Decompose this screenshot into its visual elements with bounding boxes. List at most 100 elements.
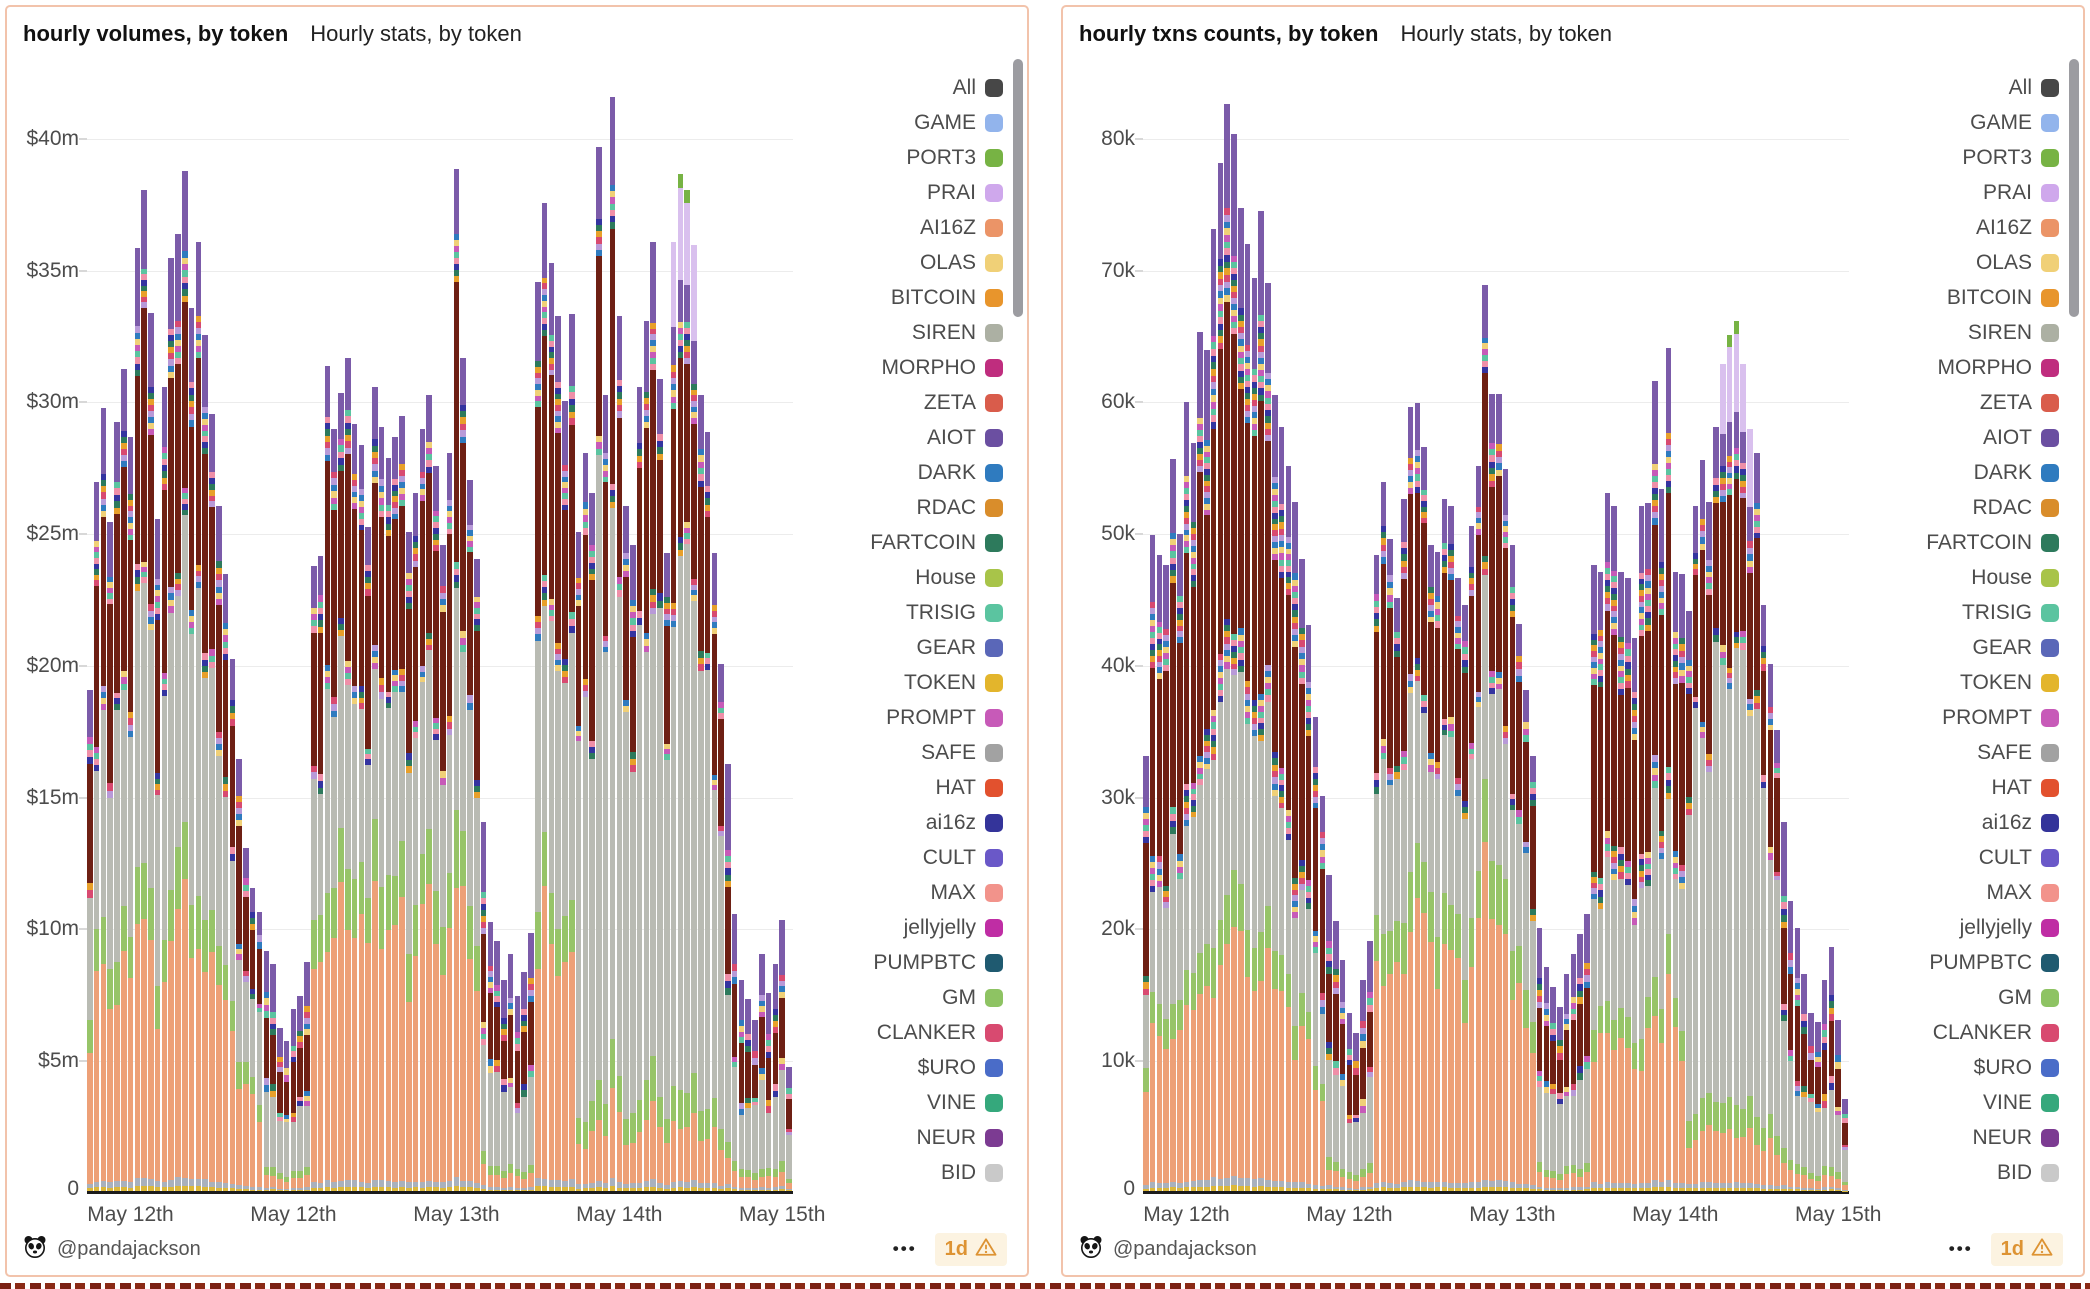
legend-swatch — [985, 498, 1003, 517]
legend-item-bid[interactable]: BID — [1926, 1155, 2059, 1190]
legend-item-ai16z[interactable]: ai16z — [870, 805, 1003, 840]
legend-item-hat[interactable]: HAT — [870, 770, 1003, 805]
legend-item-safe[interactable]: SAFE — [870, 735, 1003, 770]
legend-item-morpho[interactable]: MORPHO — [870, 350, 1003, 385]
legend-item-aiot[interactable]: AIOT — [1926, 420, 2059, 455]
bar — [1509, 545, 1516, 1191]
legend-item-token[interactable]: TOKEN — [1926, 665, 2059, 700]
legend-item-siren[interactable]: SIREN — [1926, 315, 2059, 350]
legend-item-prompt[interactable]: PROMPT — [1926, 700, 2059, 735]
legend-swatch — [985, 603, 1003, 622]
bar — [1753, 453, 1760, 1191]
legend-item-game[interactable]: GAME — [870, 105, 1003, 140]
legend-swatch — [985, 883, 1003, 902]
bar — [1224, 104, 1231, 1191]
legend-item-prai[interactable]: PRAI — [1926, 175, 2059, 210]
legend-item-ai16z[interactable]: AI16Z — [870, 210, 1003, 245]
legend-item-prai[interactable]: PRAI — [870, 175, 1003, 210]
legend-label: DARK — [1973, 460, 2032, 484]
legend-item-ai16z[interactable]: ai16z — [1926, 805, 2059, 840]
legend-item-neur[interactable]: NEUR — [870, 1120, 1003, 1155]
legend-item-vine[interactable]: VINE — [1926, 1085, 2059, 1120]
plot-area[interactable] — [1135, 7, 1849, 1194]
legend-item-gear[interactable]: GEAR — [870, 630, 1003, 665]
bar — [290, 1009, 297, 1191]
legend-item-siren[interactable]: SIREN — [870, 315, 1003, 350]
bar — [1428, 545, 1434, 1191]
legend-item-cult[interactable]: CULT — [1926, 840, 2059, 875]
legend-swatch — [985, 428, 1003, 447]
plot-area[interactable] — [79, 7, 793, 1194]
legend-item-jellyjelly[interactable]: jellyjelly — [870, 910, 1003, 945]
legend-item-hat[interactable]: HAT — [1926, 770, 2059, 805]
legend-item-trisig[interactable]: TRISIG — [870, 595, 1003, 630]
legend-item-port3[interactable]: PORT3 — [1926, 140, 2059, 175]
legend-item-max[interactable]: MAX — [1926, 875, 2059, 910]
interval-badge[interactable]: 1d — [1990, 1232, 2063, 1266]
legend-item-clanker[interactable]: CLANKER — [1926, 1015, 2059, 1050]
panel-menu-button[interactable]: ••• — [1948, 1239, 1973, 1258]
legend-item-dark[interactable]: DARK — [1926, 455, 2059, 490]
legend-item-clanker[interactable]: CLANKER — [870, 1015, 1003, 1050]
legend-label: SAFE — [921, 740, 976, 764]
legend-item-morpho[interactable]: MORPHO — [1926, 350, 2059, 385]
legend-item-max[interactable]: MAX — [870, 875, 1003, 910]
bar — [602, 395, 609, 1191]
legend-item-house[interactable]: House — [870, 560, 1003, 595]
legend-item-neur[interactable]: NEUR — [1926, 1120, 2059, 1155]
legend-item-game[interactable]: GAME — [1926, 105, 2059, 140]
legend-item-trisig[interactable]: TRISIG — [1926, 595, 2059, 630]
legend-item-bitcoin[interactable]: BITCOIN — [870, 280, 1003, 315]
legend-scrollbar[interactable] — [1013, 59, 1023, 317]
legend-item-all[interactable]: All — [870, 70, 1003, 105]
bar — [283, 1040, 290, 1191]
legend-label: TOKEN — [1960, 670, 2032, 694]
legend-item-rdac[interactable]: RDAC — [870, 490, 1003, 525]
legend-swatch — [2041, 848, 2059, 867]
legend-item-house[interactable]: House — [1926, 560, 2059, 595]
bar — [1156, 554, 1163, 1191]
legend-item-safe[interactable]: SAFE — [1926, 735, 2059, 770]
bar — [1285, 466, 1292, 1191]
legend-item-olas[interactable]: OLAS — [870, 245, 1003, 280]
legend-item-bid[interactable]: BID — [870, 1155, 1003, 1190]
legend-swatch — [985, 743, 1003, 762]
legend-item-pumpbtc[interactable]: PUMPBTC — [870, 945, 1003, 980]
panel-title[interactable]: hourly volumes, by token — [23, 21, 289, 46]
bar — [426, 395, 432, 1191]
bar — [704, 432, 711, 1191]
legend-item-zeta[interactable]: ZETA — [870, 385, 1003, 420]
legend-item-jellyjelly[interactable]: jellyjelly — [1926, 910, 2059, 945]
legend-item-port3[interactable]: PORT3 — [870, 140, 1003, 175]
panel-menu-button[interactable]: ••• — [892, 1239, 917, 1258]
legend-item-olas[interactable]: OLAS — [1926, 245, 2059, 280]
legend-item-rdac[interactable]: RDAC — [1926, 490, 2059, 525]
legend-item-token[interactable]: TOKEN — [870, 665, 1003, 700]
legend-item-aiot[interactable]: AIOT — [870, 420, 1003, 455]
legend-swatch — [985, 253, 1003, 272]
legend-item-uro[interactable]: $URO — [870, 1050, 1003, 1085]
legend-item-bitcoin[interactable]: BITCOIN — [1926, 280, 2059, 315]
legend-scrollbar[interactable] — [2069, 59, 2079, 317]
legend-label: PORT3 — [906, 145, 976, 169]
legend-item-dark[interactable]: DARK — [870, 455, 1003, 490]
legend-item-cult[interactable]: CULT — [870, 840, 1003, 875]
legend-label: MAX — [930, 880, 976, 904]
legend-item-zeta[interactable]: ZETA — [1926, 385, 2059, 420]
legend-item-fartcoin[interactable]: FARTCOIN — [1926, 525, 2059, 560]
y-tickmark — [1135, 1060, 1143, 1063]
legend-item-gm[interactable]: GM — [870, 980, 1003, 1015]
legend-item-fartcoin[interactable]: FARTCOIN — [870, 525, 1003, 560]
panel-footer: @pandajackson ••• 1d — [23, 1229, 1007, 1269]
legend-item-prompt[interactable]: PROMPT — [870, 700, 1003, 735]
legend-item-pumpbtc[interactable]: PUMPBTC — [1926, 945, 2059, 980]
legend-item-uro[interactable]: $URO — [1926, 1050, 2059, 1085]
panel-title[interactable]: hourly txns counts, by token — [1079, 21, 1379, 46]
legend-item-gear[interactable]: GEAR — [1926, 630, 2059, 665]
interval-badge[interactable]: 1d — [934, 1232, 1007, 1266]
legend-item-ai16z[interactable]: AI16Z — [1926, 210, 2059, 245]
bar — [1170, 458, 1176, 1191]
legend-item-vine[interactable]: VINE — [870, 1085, 1003, 1120]
legend-item-all[interactable]: All — [1926, 70, 2059, 105]
legend-item-gm[interactable]: GM — [1926, 980, 2059, 1015]
